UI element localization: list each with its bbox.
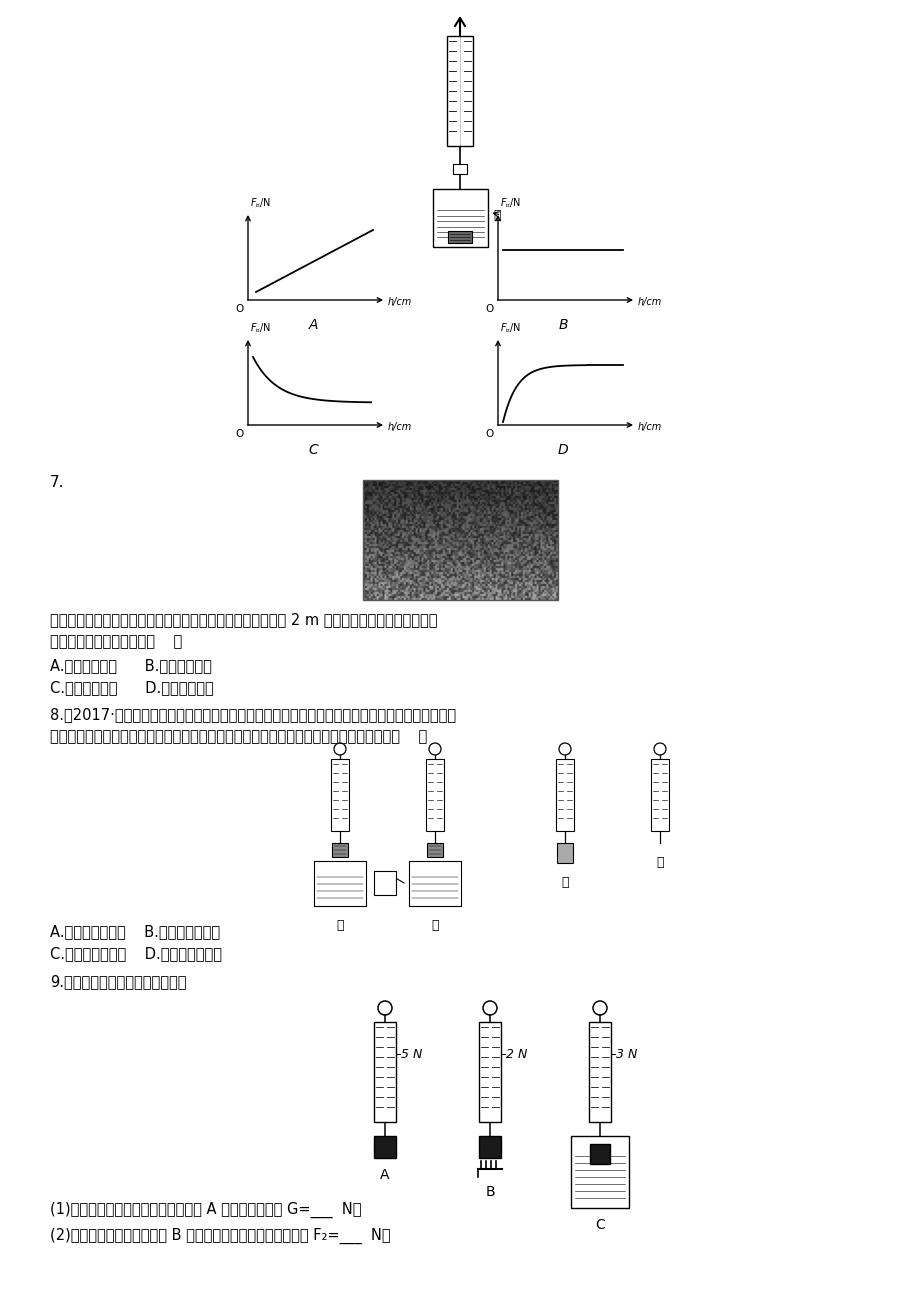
- Text: B: B: [558, 318, 567, 332]
- Text: C.压强逐渐变小      D.压强逐渐变大: C.压强逐渐变小 D.压强逐渐变大: [50, 680, 213, 695]
- Text: $F_{浮}$/N: $F_{浮}$/N: [250, 197, 271, 210]
- Text: 作步骤如图甲、乙、丙和丁所示。为方便操作和减小测量误差，最合理的操作步骤应该是（    ）: 作步骤如图甲、乙、丙和丁所示。为方便操作和减小测量误差，最合理的操作步骤应该是（…: [50, 729, 426, 743]
- Bar: [479, 1137, 501, 1157]
- Bar: [452, 164, 467, 174]
- Bar: [374, 871, 395, 894]
- Bar: [432, 189, 487, 247]
- Bar: [573, 1154, 627, 1204]
- Text: 水: 水: [493, 208, 501, 221]
- Bar: [447, 36, 472, 146]
- Bar: [571, 1137, 629, 1208]
- Bar: [315, 875, 364, 904]
- Text: 丙: 丙: [561, 876, 568, 889]
- Text: A.甲、乙、丙、丁    B.乙、甲、丙、丁: A.甲、乙、丙、丁 B.乙、甲、丙、丁: [50, 924, 220, 939]
- Text: 3 N: 3 N: [616, 1048, 637, 1061]
- Text: 8.（2017·湖北黄石中考）在探究物体浮力的大小跟它排开液体的重力的关系时，具体设计的实验操: 8.（2017·湖北黄石中考）在探究物体浮力的大小跟它排开液体的重力的关系时，具…: [50, 707, 456, 723]
- Bar: [362, 480, 557, 600]
- Text: (2)当用手向上托物体时，如 B 实验所示，手对物体向上的托力 F₂=___  N。: (2)当用手向上托物体时，如 B 实验所示，手对物体向上的托力 F₂=___ N…: [50, 1228, 391, 1245]
- Text: $F_{浮}$/N: $F_{浮}$/N: [250, 322, 271, 335]
- Text: O: O: [235, 303, 244, 314]
- Text: C: C: [308, 443, 318, 457]
- Text: O: O: [485, 428, 494, 439]
- Bar: [332, 842, 347, 857]
- Bar: [411, 875, 459, 904]
- Bar: [426, 842, 443, 857]
- Bar: [589, 1144, 609, 1164]
- Bar: [409, 861, 460, 906]
- Text: h/cm: h/cm: [637, 422, 662, 432]
- Bar: [588, 1022, 610, 1122]
- Text: D: D: [557, 443, 568, 457]
- Text: C: C: [595, 1217, 604, 1232]
- Text: O: O: [485, 303, 494, 314]
- Text: A: A: [308, 318, 317, 332]
- Text: C.乙、甲、丁、丙    D.丁、甲、乙、丙: C.乙、甲、丁、丙 D.丁、甲、乙、丙: [50, 947, 221, 961]
- Text: $F_{浮}$/N: $F_{浮}$/N: [499, 197, 520, 210]
- Bar: [555, 759, 573, 831]
- Text: h/cm: h/cm: [388, 422, 412, 432]
- Text: 7.: 7.: [50, 475, 64, 490]
- Bar: [313, 861, 366, 906]
- Text: 9.认识浮力的探究实验如图所示。: 9.认识浮力的探究实验如图所示。: [50, 974, 187, 990]
- Text: A.浮力逐渐变小      B.浮力逐渐变大: A.浮力逐渐变小 B.浮力逐渐变大: [50, 658, 211, 673]
- Bar: [556, 842, 573, 863]
- Bar: [374, 1022, 395, 1122]
- Text: 丁: 丁: [655, 855, 663, 868]
- Text: h/cm: h/cm: [388, 297, 412, 307]
- Text: 2 N: 2 N: [505, 1048, 527, 1061]
- Bar: [434, 207, 485, 243]
- Text: O: O: [235, 428, 244, 439]
- Text: h/cm: h/cm: [637, 297, 662, 307]
- Text: B: B: [484, 1185, 494, 1199]
- Text: 浮力和压强变化的情况是（    ）: 浮力和压强变化的情况是（ ）: [50, 634, 182, 648]
- Bar: [331, 759, 348, 831]
- Text: 5 N: 5 N: [401, 1048, 422, 1061]
- Text: 乙: 乙: [431, 919, 438, 932]
- Text: A: A: [380, 1168, 390, 1182]
- Text: 在浅海中潜入海底观光是人们旅游休闲的方式之一。人从水下 2 m 继续下潜的过程中受到海水的: 在浅海中潜入海底观光是人们旅游休闲的方式之一。人从水下 2 m 继续下潜的过程中…: [50, 612, 437, 628]
- Bar: [479, 1022, 501, 1122]
- Text: (1)将物体悬挂在弹簧测力计下端，如 A 实验所示，物重 G=___  N。: (1)将物体悬挂在弹簧测力计下端，如 A 实验所示，物重 G=___ N。: [50, 1202, 361, 1219]
- Text: $F_{浮}$/N: $F_{浮}$/N: [499, 322, 520, 335]
- Bar: [448, 230, 471, 243]
- Bar: [651, 759, 668, 831]
- Bar: [374, 1137, 395, 1157]
- Bar: [425, 759, 444, 831]
- Text: 甲: 甲: [335, 919, 344, 932]
